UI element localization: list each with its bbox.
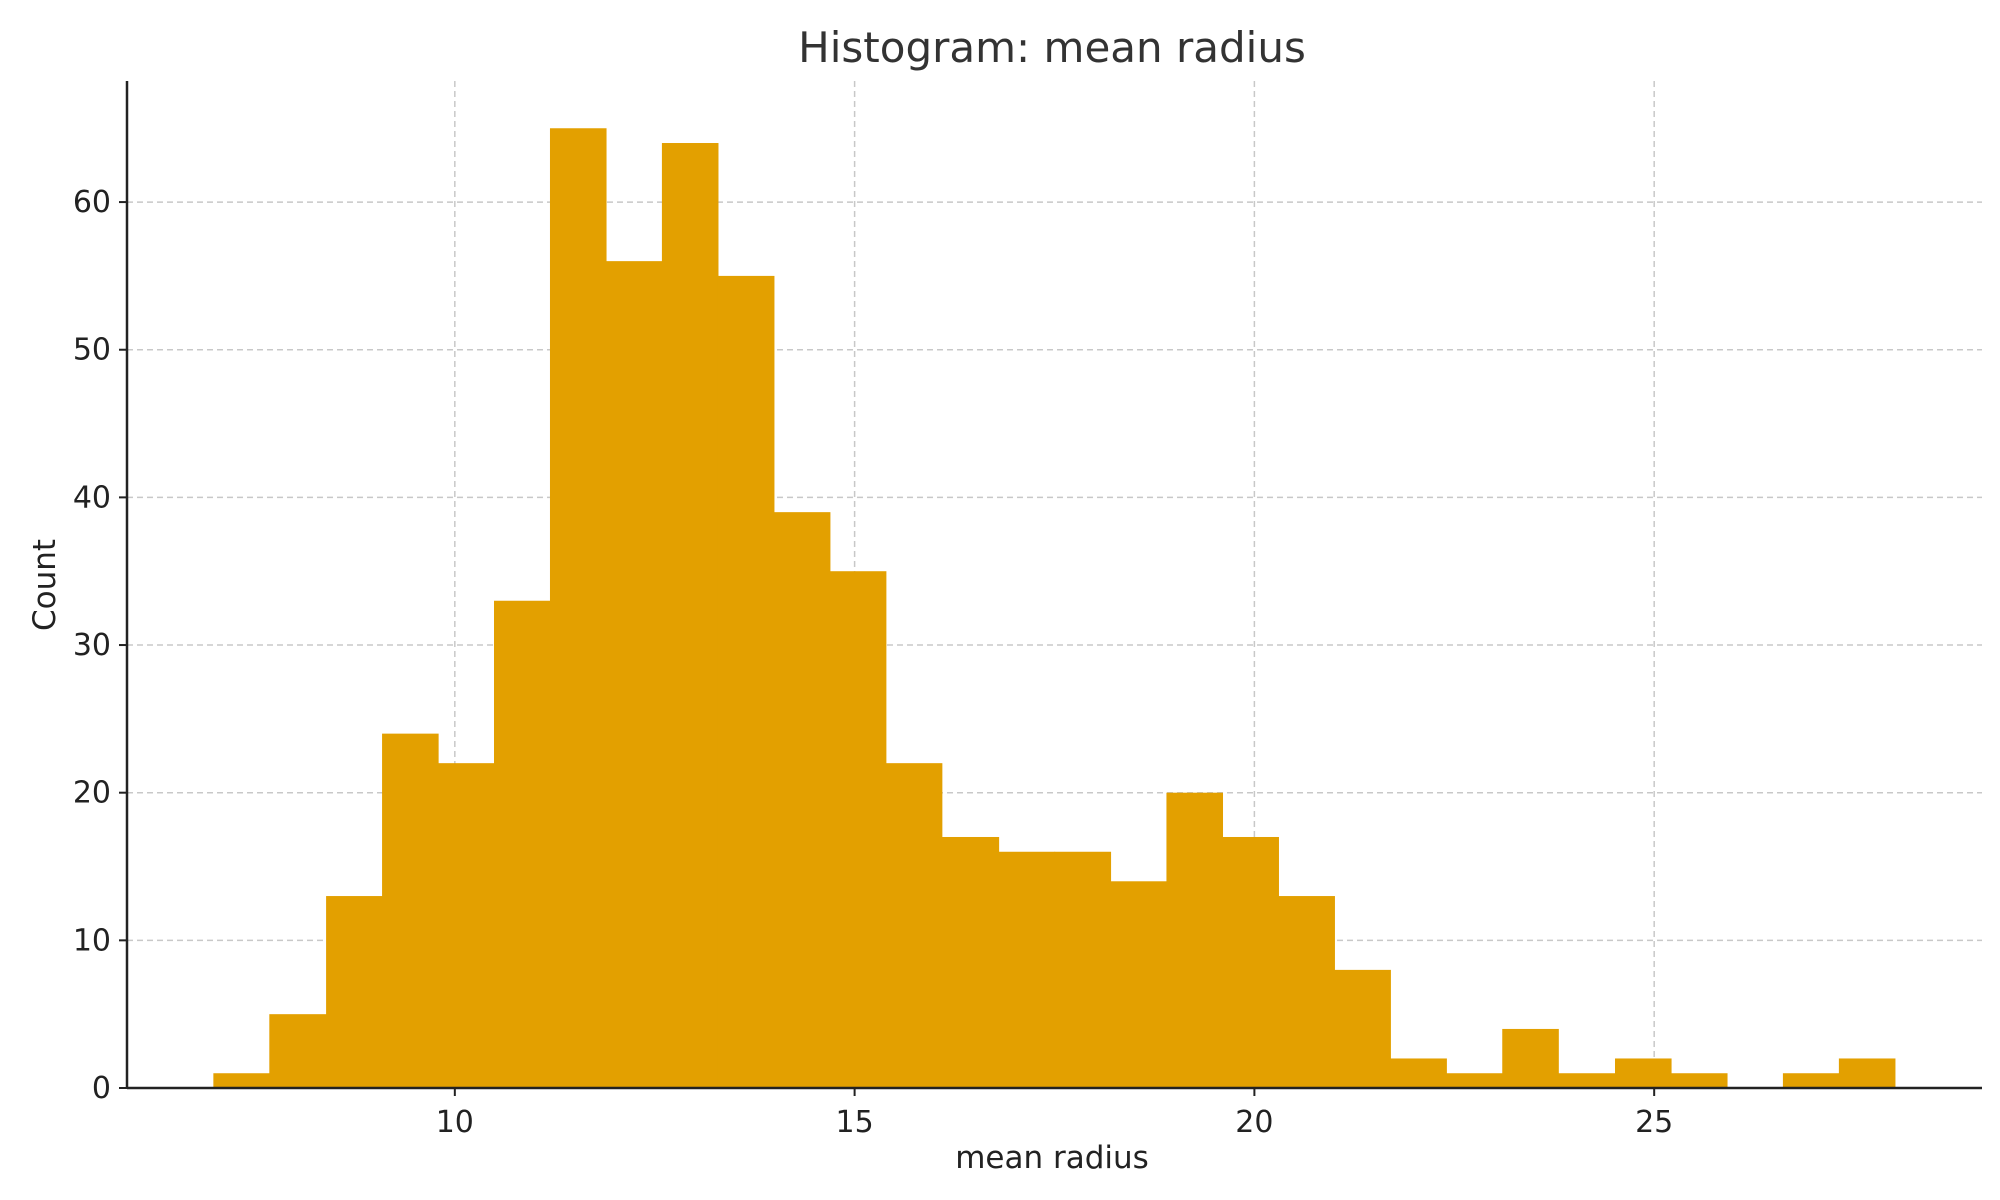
chart-title: Histogram: mean radius (798, 23, 1306, 72)
histogram-bar (269, 1014, 327, 1088)
x-tick-label: 20 (1235, 1105, 1273, 1140)
x-tick-label: 10 (436, 1105, 474, 1140)
histogram-bar (494, 600, 551, 1088)
x-axis-label: mean radius (955, 1140, 1149, 1176)
x-tick-label: 25 (1635, 1105, 1673, 1140)
y-tick-label: 20 (73, 776, 111, 811)
y-tick-label: 0 (92, 1071, 111, 1106)
histogram-bar (773, 512, 831, 1088)
histogram-bar (326, 896, 383, 1088)
histogram-bar (1446, 1073, 1503, 1088)
histogram-bar (1614, 1058, 1672, 1088)
histogram-bar (885, 763, 943, 1088)
histogram-bar (1278, 896, 1335, 1088)
histogram-bar (605, 261, 663, 1088)
y-axis-label: Count (27, 539, 63, 631)
histogram-bar (1390, 1058, 1447, 1088)
axes-layer: 10 15 20 25 0 10 20 30 40 50 60 (73, 81, 1982, 1140)
y-tick-label: 10 (73, 923, 111, 958)
y-tick-label: 60 (73, 185, 111, 220)
histogram-bar (661, 143, 719, 1089)
y-tick-label: 40 (73, 480, 111, 515)
histogram-bar (1054, 851, 1112, 1088)
y-tick-label: 50 (73, 333, 111, 368)
histogram-bar (829, 571, 887, 1088)
histogram-bar (998, 851, 1056, 1088)
y-tick-label: 30 (73, 628, 111, 663)
histogram-bar (1166, 792, 1224, 1088)
histogram-bar (382, 733, 439, 1088)
histogram-bar (1558, 1073, 1616, 1088)
histogram-bar (1502, 1028, 1559, 1088)
histogram-bar (941, 836, 1000, 1088)
histogram-bar (1838, 1058, 1896, 1088)
histogram-bar (1670, 1073, 1728, 1088)
x-tick-label: 15 (836, 1105, 874, 1140)
histogram-bar (549, 128, 607, 1088)
bars-layer (213, 128, 1896, 1089)
histogram-bar (213, 1073, 270, 1088)
histogram-bar (1782, 1073, 1840, 1088)
histogram-bar (1334, 969, 1391, 1088)
histogram-bar (717, 275, 775, 1089)
histogram-bar (1222, 836, 1279, 1088)
histogram-bar (1110, 881, 1168, 1088)
histogram-bar (438, 763, 495, 1088)
